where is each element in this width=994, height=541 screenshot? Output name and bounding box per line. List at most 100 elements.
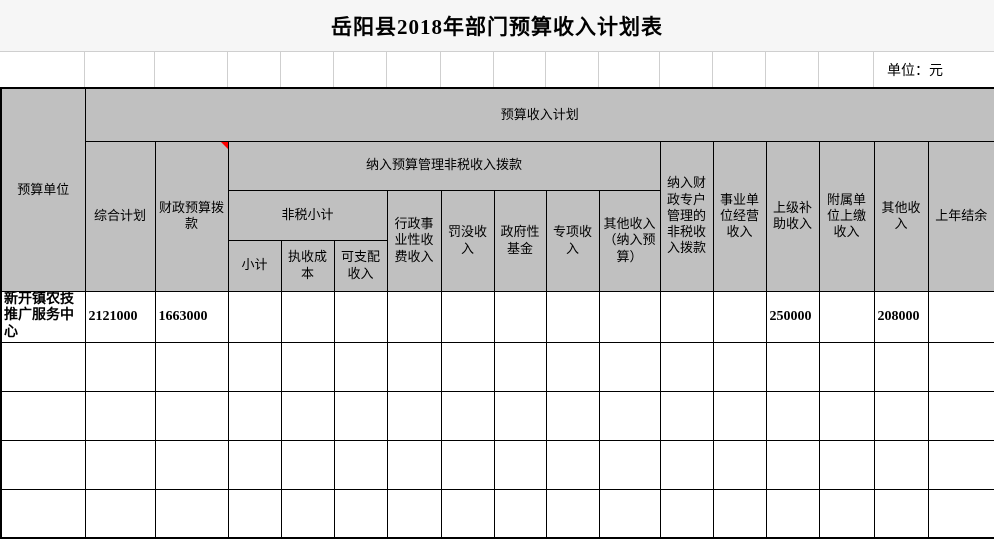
cell-superior-subsidy-income[interactable]: 250000 bbox=[765, 290, 820, 343]
cell[interactable] bbox=[873, 488, 929, 539]
cell-other-income[interactable]: 208000 bbox=[873, 290, 929, 343]
cell[interactable] bbox=[493, 290, 547, 343]
cell[interactable] bbox=[598, 390, 661, 441]
cell[interactable] bbox=[927, 488, 994, 539]
cell[interactable] bbox=[765, 439, 820, 490]
cell[interactable] bbox=[712, 290, 767, 343]
cell[interactable] bbox=[386, 488, 442, 539]
cell[interactable] bbox=[333, 488, 388, 539]
cell[interactable] bbox=[440, 290, 495, 343]
cell[interactable] bbox=[765, 341, 820, 392]
cell[interactable] bbox=[84, 390, 156, 441]
cell[interactable] bbox=[227, 439, 282, 490]
cell[interactable] bbox=[598, 439, 661, 490]
cell[interactable] bbox=[0, 341, 86, 392]
cell-fiscal-budget-allocation[interactable]: 1663000 bbox=[154, 290, 229, 343]
cell[interactable] bbox=[227, 488, 282, 539]
cell[interactable] bbox=[440, 390, 495, 441]
col-header-subtotal[interactable]: 小计 bbox=[227, 239, 282, 292]
cell[interactable] bbox=[818, 341, 875, 392]
cell[interactable] bbox=[818, 488, 875, 539]
cell[interactable] bbox=[712, 488, 767, 539]
col-header-affiliated-unit-income[interactable]: 附属单位上缴收入 bbox=[818, 140, 875, 292]
cell[interactable] bbox=[598, 488, 661, 539]
cell[interactable] bbox=[545, 439, 600, 490]
cell[interactable] bbox=[493, 439, 547, 490]
cell-unit-name[interactable]: 新开镇农技推广服务中心 bbox=[0, 290, 86, 343]
cell[interactable] bbox=[493, 488, 547, 539]
cell[interactable] bbox=[765, 488, 820, 539]
cell[interactable] bbox=[84, 488, 156, 539]
col-header-fiscal-budget-allocation[interactable]: 财政预算拨款 bbox=[154, 140, 229, 292]
cell[interactable] bbox=[440, 488, 495, 539]
cell[interactable] bbox=[333, 390, 388, 441]
cell[interactable] bbox=[598, 341, 661, 392]
col-header-comprehensive-plan[interactable]: 综合计划 bbox=[84, 140, 156, 292]
cell[interactable] bbox=[545, 488, 600, 539]
cell[interactable] bbox=[659, 390, 714, 441]
col-header-nontax-in-budget-group[interactable]: 纳入预算管理非税收入拨款 bbox=[227, 140, 661, 191]
cell[interactable] bbox=[545, 341, 600, 392]
col-header-special-income[interactable]: 专项收入 bbox=[545, 189, 600, 292]
col-header-nontax-subtotal-group[interactable]: 非税小计 bbox=[227, 189, 388, 241]
cell[interactable] bbox=[545, 390, 600, 441]
cell[interactable] bbox=[386, 341, 442, 392]
cell[interactable] bbox=[280, 341, 335, 392]
cell[interactable] bbox=[0, 439, 86, 490]
cell[interactable] bbox=[84, 439, 156, 490]
cell[interactable] bbox=[873, 390, 929, 441]
cell[interactable] bbox=[0, 488, 86, 539]
cell[interactable] bbox=[227, 290, 282, 343]
cell[interactable] bbox=[227, 390, 282, 441]
cell[interactable] bbox=[154, 488, 229, 539]
col-header-gov-fund[interactable]: 政府性基金 bbox=[493, 189, 547, 292]
col-header-superior-subsidy-income[interactable]: 上级补助收入 bbox=[765, 140, 820, 292]
cell[interactable] bbox=[0, 390, 86, 441]
cell[interactable] bbox=[386, 290, 442, 343]
cell[interactable] bbox=[818, 390, 875, 441]
cell[interactable] bbox=[927, 439, 994, 490]
cell[interactable] bbox=[659, 290, 714, 343]
col-header-income-plan[interactable]: 预算收入计划 bbox=[84, 87, 994, 142]
cell[interactable] bbox=[927, 290, 994, 343]
cell[interactable] bbox=[333, 341, 388, 392]
col-header-disposable-income[interactable]: 可支配收入 bbox=[333, 239, 388, 292]
col-header-collection-cost[interactable]: 执收成本 bbox=[280, 239, 335, 292]
cell[interactable] bbox=[280, 390, 335, 441]
cell[interactable] bbox=[386, 390, 442, 441]
cell[interactable] bbox=[333, 439, 388, 490]
cell[interactable] bbox=[659, 341, 714, 392]
cell[interactable] bbox=[493, 390, 547, 441]
cell[interactable] bbox=[440, 341, 495, 392]
cell-comprehensive-plan[interactable]: 2121000 bbox=[84, 290, 156, 343]
cell[interactable] bbox=[712, 390, 767, 441]
cell[interactable] bbox=[493, 341, 547, 392]
col-header-business-operating-income[interactable]: 事业单位经营收入 bbox=[712, 140, 767, 292]
cell[interactable] bbox=[84, 341, 156, 392]
cell[interactable] bbox=[280, 439, 335, 490]
cell[interactable] bbox=[765, 390, 820, 441]
cell[interactable] bbox=[818, 290, 875, 343]
col-header-previous-year-balance[interactable]: 上年结余 bbox=[927, 140, 994, 292]
col-header-other-income[interactable]: 其他收入 bbox=[873, 140, 929, 292]
cell[interactable] bbox=[333, 290, 388, 343]
cell[interactable] bbox=[873, 341, 929, 392]
cell[interactable] bbox=[873, 439, 929, 490]
cell[interactable] bbox=[386, 439, 442, 490]
cell[interactable] bbox=[818, 439, 875, 490]
cell[interactable] bbox=[927, 341, 994, 392]
cell[interactable] bbox=[659, 439, 714, 490]
col-header-admin-fee-income[interactable]: 行政事业性收费收入 bbox=[386, 189, 442, 292]
cell[interactable] bbox=[545, 290, 600, 343]
cell[interactable] bbox=[712, 341, 767, 392]
col-header-budget-unit[interactable]: 预算单位 bbox=[0, 87, 86, 292]
cell[interactable] bbox=[154, 341, 229, 392]
cell[interactable] bbox=[659, 488, 714, 539]
col-header-penalty-income[interactable]: 罚没收入 bbox=[440, 189, 495, 292]
cell[interactable] bbox=[280, 290, 335, 343]
cell[interactable] bbox=[598, 290, 661, 343]
cell[interactable] bbox=[227, 341, 282, 392]
col-header-other-income-in-budget[interactable]: 其他收入（纳入预算） bbox=[598, 189, 661, 292]
col-header-fiscal-special-account[interactable]: 纳入财政专户管理的非税收入拨款 bbox=[659, 140, 714, 292]
cell[interactable] bbox=[154, 439, 229, 490]
